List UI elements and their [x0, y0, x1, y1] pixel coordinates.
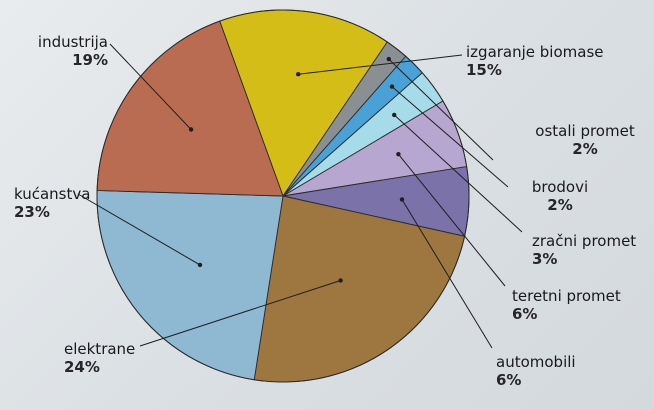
slice-label-value: 23%: [14, 203, 50, 221]
leader-dot-2: [389, 84, 395, 89]
leader-dot-3: [392, 112, 397, 118]
leader-line-8: [109, 43, 192, 130]
pie-outline: [96, 9, 470, 383]
label-zracni-promet: zračni promet 3%: [532, 232, 636, 268]
slice-label-name: industrija: [37, 33, 108, 51]
label-izgaranje-biomase: izgaranje biomase 15%: [466, 43, 604, 79]
leader-dot-6: [338, 278, 343, 283]
slice-label-value: 6%: [512, 305, 538, 323]
leader-dot-1: [386, 56, 391, 62]
leader-line-0: [298, 54, 463, 75]
leader-dot-0: [296, 72, 301, 77]
label-industrija: industrija 19%: [8, 33, 108, 69]
label-automobili: automobili 6%: [496, 353, 576, 389]
label-kucanstva: kućanstva 23%: [14, 185, 90, 221]
leader-line-4: [398, 153, 506, 287]
slice-label-name: zračni promet: [532, 232, 637, 250]
label-ostali-promet: ostali promet 2%: [525, 122, 645, 158]
slice-label-name: ostali promet: [535, 122, 635, 140]
slice-label-name: automobili: [496, 353, 576, 371]
leader-dot-7: [197, 262, 203, 268]
leader-line-2: [391, 86, 509, 188]
slice-label-value: 15%: [466, 61, 502, 79]
leader-line-1: [388, 58, 494, 161]
label-teretni-promet: teretni promet 6%: [512, 287, 621, 323]
slice-label-value: 3%: [532, 250, 558, 268]
slice-label-value: 2%: [547, 196, 573, 214]
slice-label-name: teretni promet: [512, 287, 621, 305]
slice-label-name: elektrane: [64, 340, 136, 358]
leader-line-6: [139, 280, 341, 347]
leader-dot-4: [396, 152, 401, 157]
slice-label-name: izgaranje biomase: [466, 43, 604, 61]
leader-dot-5: [399, 197, 405, 202]
leader-line-3: [393, 114, 523, 233]
leader-line-7: [77, 193, 201, 266]
slice-label-name: brodovi: [531, 178, 589, 196]
slice-label-name: kućanstva: [14, 185, 91, 203]
label-brodovi: brodovi 2%: [515, 178, 605, 214]
slice-label-value: 2%: [572, 140, 598, 158]
label-elektrane: elektrane 24%: [64, 340, 135, 376]
slice-label-value: 19%: [72, 51, 108, 69]
slice-label-value: 6%: [496, 371, 522, 389]
leader-line-5: [401, 199, 493, 349]
leader-dot-8: [188, 127, 194, 132]
slice-label-value: 24%: [64, 358, 100, 376]
